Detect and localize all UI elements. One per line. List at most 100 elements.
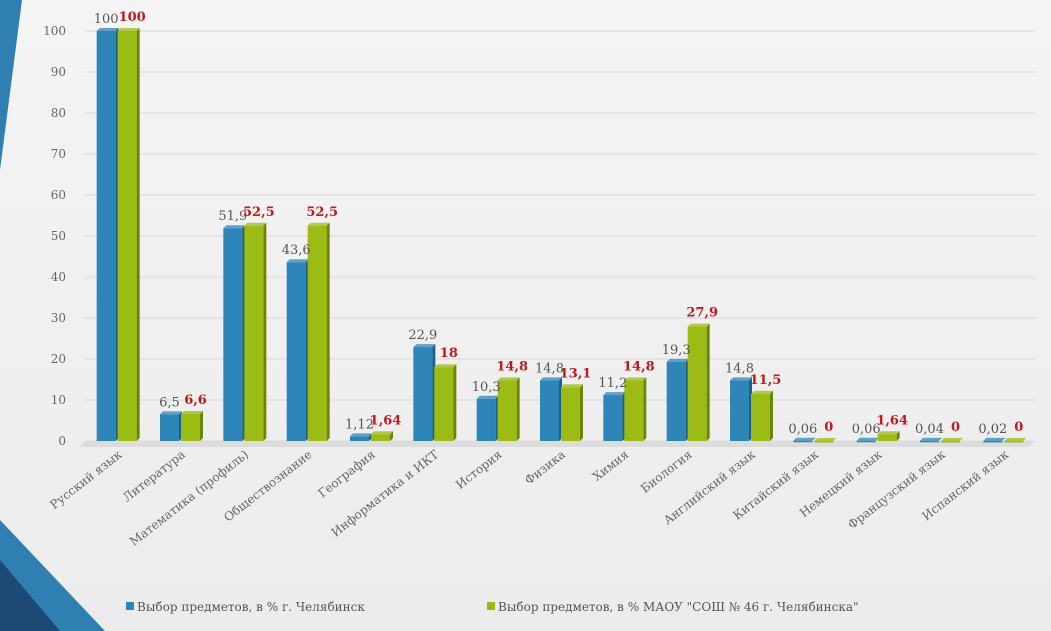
bar-series-1-front: [223, 228, 243, 441]
data-label-series-2: 1,64: [876, 413, 908, 428]
data-label-series-2: 14,8: [623, 359, 655, 374]
x-category-label: Биология: [638, 447, 694, 495]
bar-series-2: [117, 28, 140, 441]
data-label-series-1: 100: [94, 12, 119, 27]
bar-series-1-front: [793, 440, 813, 443]
bar-series-2: [561, 384, 583, 441]
x-category-label: Физика: [522, 447, 568, 487]
bar-series-1-top: [160, 411, 182, 415]
bar-series-1-top: [286, 259, 309, 263]
bar-series-1-front: [603, 395, 623, 441]
bar-series-1-front: [730, 380, 749, 441]
bar-series-1-top: [413, 344, 436, 348]
bar-series-2: [497, 377, 520, 441]
bar-series-2: [687, 323, 710, 441]
bar-series-2-top: [941, 438, 963, 441]
bar-series-2-side: [136, 28, 140, 441]
bar-series-2-front: [687, 326, 707, 441]
data-label-series-1: 11,2: [598, 376, 627, 391]
bar-series-1: [730, 377, 752, 441]
bar-series-1-top: [666, 358, 689, 362]
bar-series-2: [307, 222, 330, 441]
data-label-series-1: 6,5: [159, 395, 180, 410]
data-label-series-1: 19,3: [662, 343, 691, 358]
legend-swatch-series-2: [487, 602, 495, 610]
bar-series-1-top: [983, 437, 1006, 441]
bar-series-2-side: [580, 384, 583, 441]
bar-series-2-front: [941, 441, 960, 443]
bar-series-2-top: [181, 410, 203, 414]
bars: [96, 28, 1027, 443]
bar-series-2: [181, 410, 203, 441]
bar-series-1: [286, 259, 309, 441]
bar-series-2-front: [117, 31, 137, 441]
bar-series-2-front: [307, 225, 327, 441]
bar-series-2-top: [117, 28, 140, 31]
bar-series-2-side: [200, 410, 203, 441]
y-tick-label: 70: [51, 147, 66, 161]
bar-series-1-top: [920, 437, 942, 441]
bar-series-2-front: [181, 413, 200, 441]
slide-decoration: [0, 0, 105, 631]
data-label-series-2: 0: [824, 420, 833, 435]
data-label-series-1: 1,12: [345, 417, 374, 432]
data-label-series-1: 0,06: [852, 422, 881, 437]
bar-series-1-front: [413, 347, 433, 441]
bar-series-2-side: [896, 431, 900, 441]
bar-series-1-side: [1002, 437, 1006, 441]
data-label-series-2: 100: [119, 10, 146, 25]
corner-accent-top: [0, 0, 22, 170]
x-category-label: Литература: [120, 447, 188, 504]
data-label-series-1: 0,04: [915, 422, 944, 437]
bar-series-2: [371, 431, 393, 441]
y-tick-label: 100: [43, 24, 66, 38]
bar-series-1: [350, 433, 372, 441]
bar-series-1: [96, 28, 119, 441]
data-label-series-2: 18: [440, 346, 458, 361]
bar-series-1-side: [812, 437, 816, 441]
bar-series-1: [603, 392, 626, 441]
bar-series-1-front: [350, 436, 369, 441]
bar-series-1: [160, 411, 182, 441]
bar-series-2-front: [751, 393, 770, 441]
bar-series-1: [666, 358, 689, 441]
bar-series-2-side: [390, 431, 393, 441]
bar-series-1-front: [286, 262, 306, 441]
bar-series-2-front: [877, 434, 897, 441]
legend-label-series-1: Выбор предметов, в % г. Челябинск: [137, 600, 365, 614]
chart-floor: [79, 441, 1035, 447]
bar-series-2-side: [263, 222, 267, 441]
bar-series-2-side: [643, 377, 647, 441]
bar-series-2-side: [770, 390, 773, 441]
bar-series-1-top: [730, 377, 752, 381]
x-category-label: История: [453, 447, 504, 491]
bar-series-2: [244, 222, 267, 441]
y-tick-label: 10: [51, 393, 66, 407]
bar-series-2-top: [434, 364, 457, 368]
x-category-label: Химия: [590, 447, 631, 484]
bar-series-2-top: [877, 431, 900, 435]
bar-series-2-top: [371, 431, 393, 435]
bar-series-1: [983, 437, 1006, 443]
data-label-series-1: 0,06: [788, 422, 817, 437]
bar-series-1-front: [920, 440, 939, 443]
y-axis: 0 10 20 30 40 50 60 70 80 90 100: [43, 24, 66, 448]
bar-series-2: [624, 377, 647, 441]
bar-series-2-side: [516, 377, 520, 441]
bar-series-1-top: [223, 225, 246, 229]
bar-series-2-top: [814, 438, 837, 441]
bar-series-1-top: [793, 437, 816, 441]
x-category-label: Математика (профиль): [127, 447, 251, 548]
data-label-series-2: 14,8: [496, 359, 528, 374]
x-category-label: Информатика и ИКТ: [329, 447, 442, 539]
bar-series-2-front: [497, 380, 517, 441]
data-label-series-2: 6,6: [184, 393, 207, 408]
corner-accent-bottom-dark: [0, 560, 60, 631]
bar-series-2: [434, 364, 457, 441]
bar-series-2-top: [561, 384, 583, 388]
x-category-label: География: [315, 447, 377, 500]
